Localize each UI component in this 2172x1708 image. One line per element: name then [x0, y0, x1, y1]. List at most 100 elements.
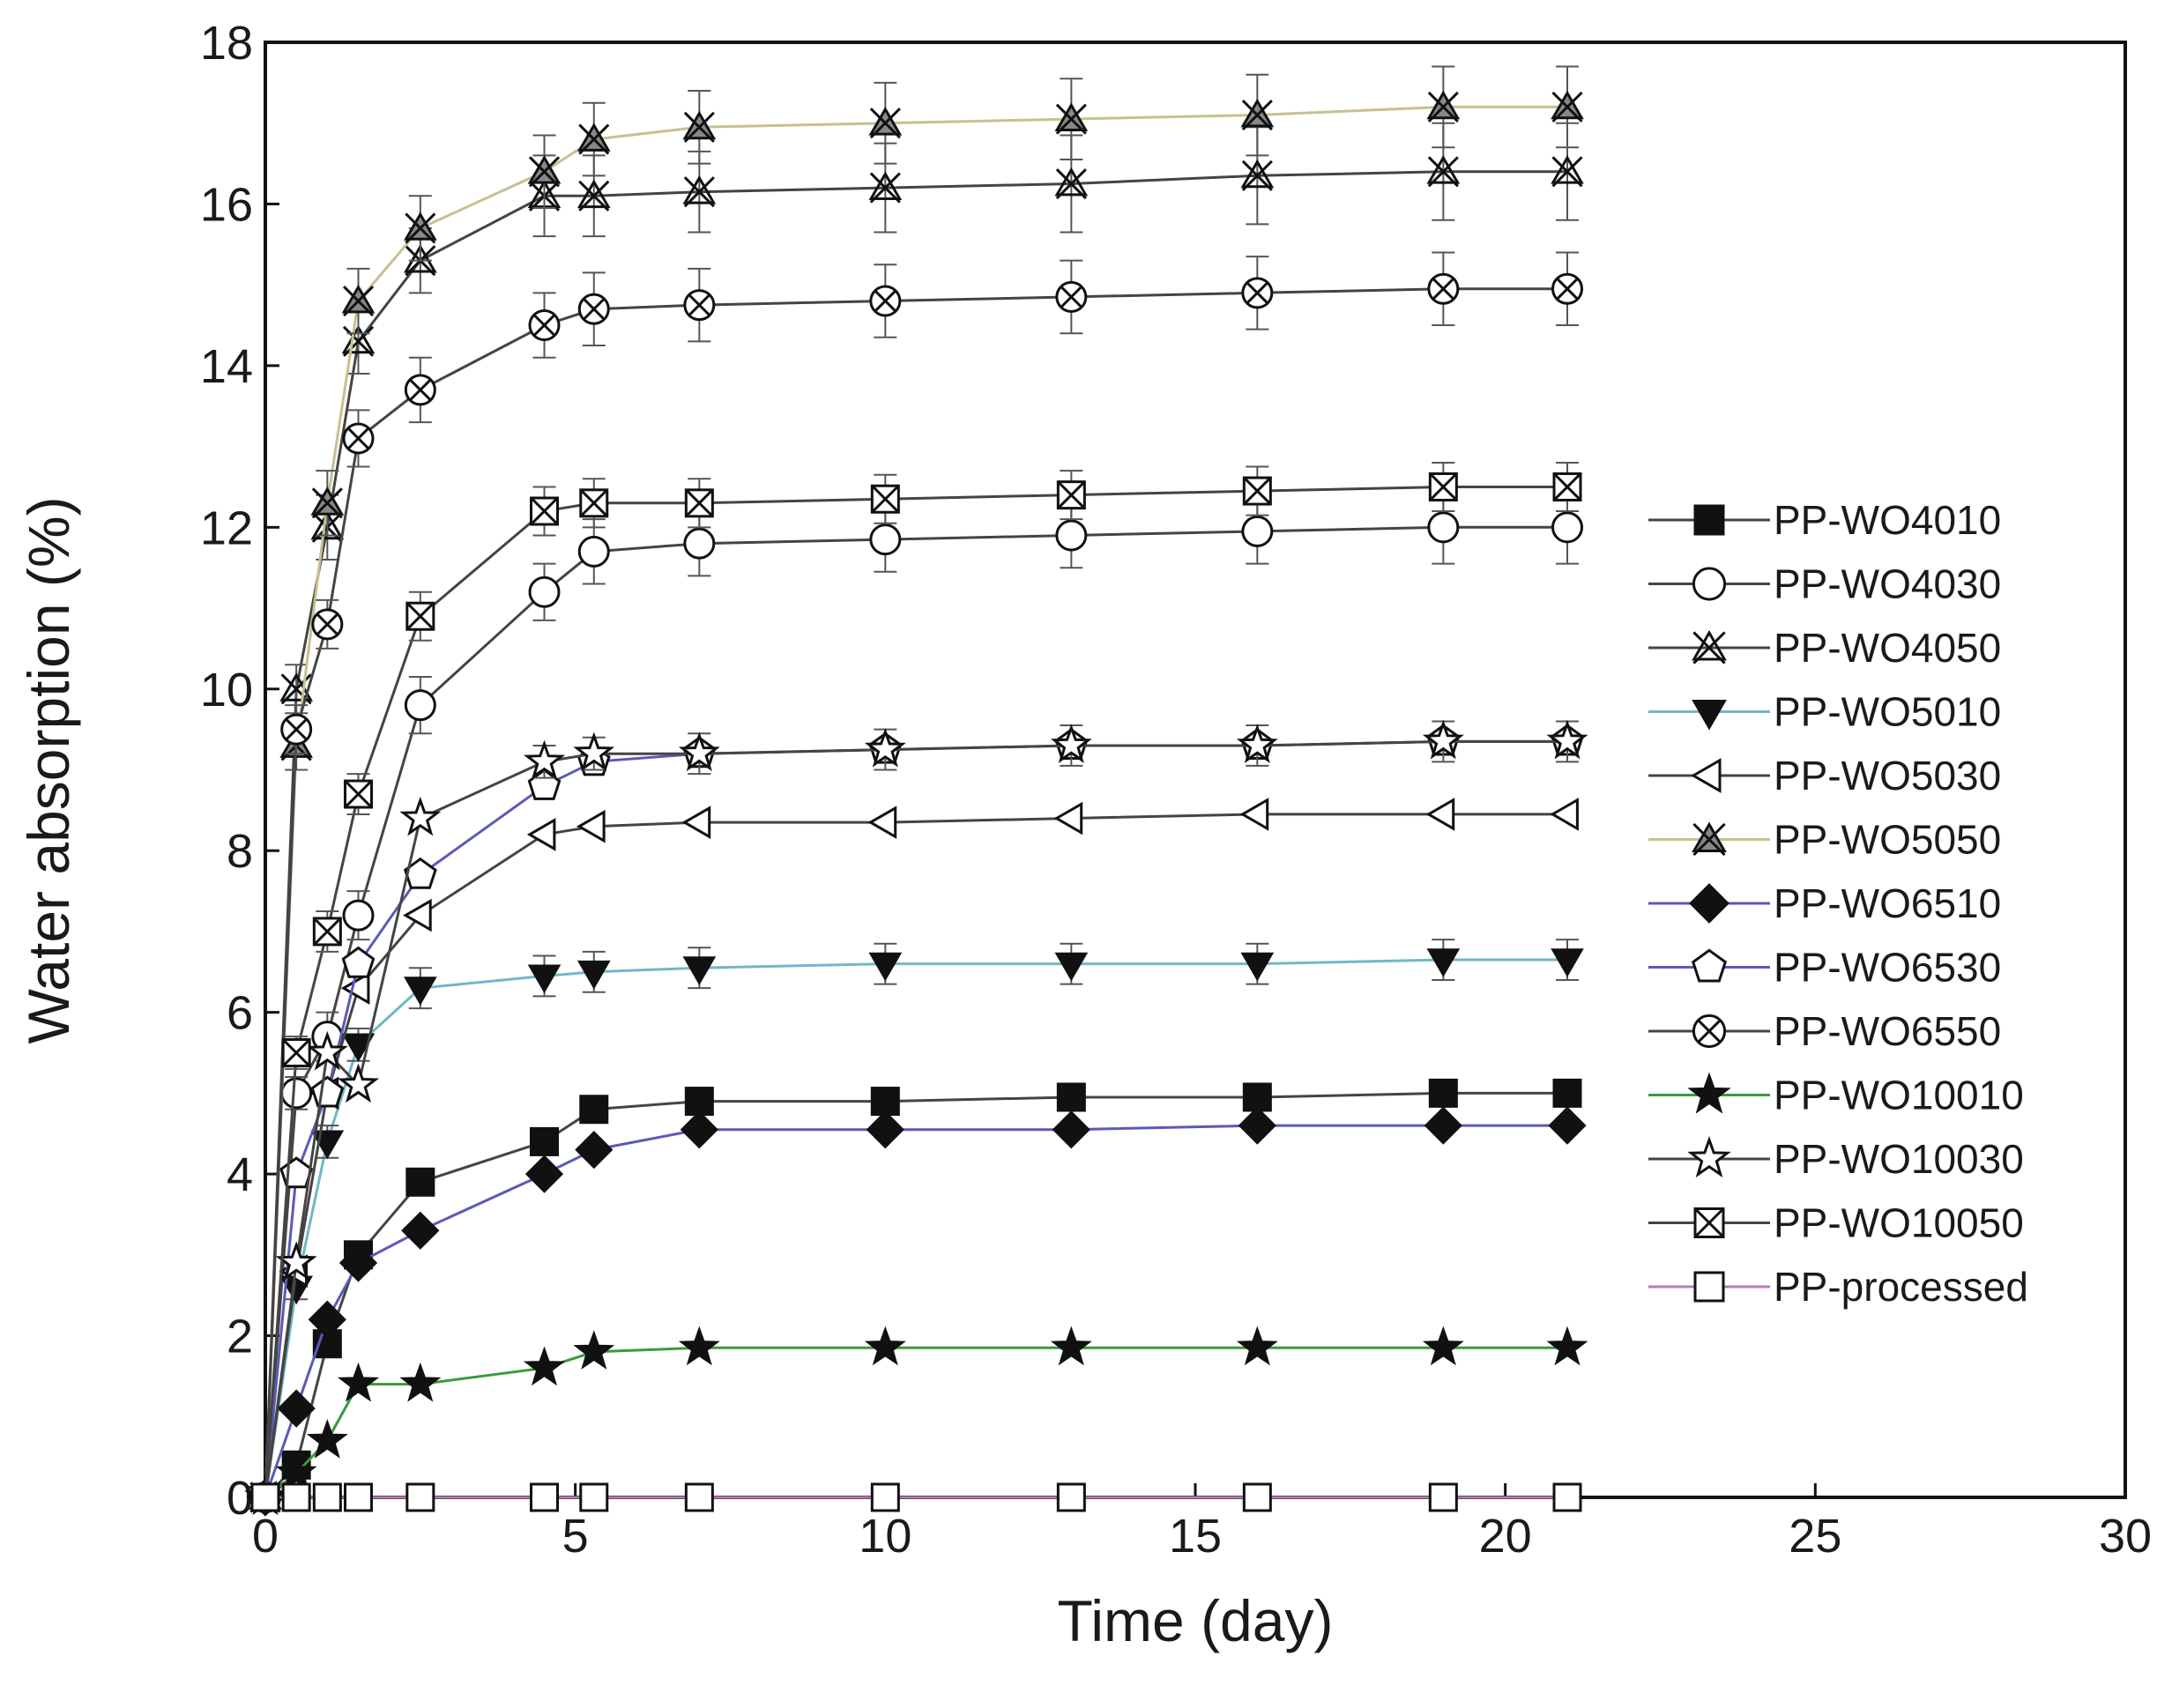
- data-point: [868, 171, 903, 204]
- series-line: [264, 739, 1567, 1498]
- legend-marker: [1693, 1207, 1725, 1238]
- series-line: [264, 1346, 1567, 1499]
- data-point: [401, 1211, 440, 1250]
- data-point: [684, 1482, 714, 1512]
- data-point: [577, 293, 610, 325]
- data-point: [867, 806, 897, 840]
- data-point: [275, 1451, 317, 1491]
- data-point: [341, 284, 376, 317]
- legend-marker: [1687, 1135, 1731, 1178]
- data-point: [678, 1326, 720, 1366]
- series-PP-WO5030: [248, 798, 1579, 1514]
- data-point: [523, 739, 566, 780]
- data-point: [1428, 472, 1458, 501]
- legend-label: PP-processed: [1774, 1264, 2028, 1310]
- data-point: [684, 1087, 714, 1117]
- data-point: [341, 946, 376, 978]
- legend-item: PP-WO5010: [1648, 689, 2001, 735]
- data-point: [1055, 519, 1088, 552]
- data-point: [342, 899, 375, 932]
- data-point: [404, 977, 437, 1006]
- legend-label: PP-WO4010: [1774, 497, 2001, 543]
- data-point: [869, 285, 902, 317]
- data-point: [579, 1482, 609, 1512]
- legend-marker: [1692, 629, 1727, 665]
- data-point: [524, 1155, 564, 1193]
- legend-label: PP-WO10050: [1774, 1200, 2024, 1246]
- y-axis-title: Water absorption (%): [16, 496, 81, 1043]
- data-point: [577, 535, 610, 568]
- data-point: [280, 1077, 313, 1110]
- data-point: [523, 1346, 566, 1386]
- series-line: [264, 105, 1567, 1498]
- data-point: [338, 1244, 378, 1282]
- data-point: [681, 806, 711, 840]
- data-point: [864, 727, 906, 768]
- legend-label: PP-WO4050: [1774, 625, 2001, 671]
- series-PP-WO6550: [249, 251, 1583, 1513]
- legend-label: PP-WO4030: [1774, 561, 2001, 607]
- data-point: [275, 1241, 317, 1281]
- data-point: [1550, 798, 1579, 831]
- series-PP-WO4050: [249, 122, 1584, 1513]
- legend-marker: [1690, 758, 1722, 793]
- data-point: [1054, 952, 1089, 982]
- legend-item: PP-WO6510: [1648, 880, 2001, 926]
- data-point: [869, 524, 902, 556]
- data-point: [1054, 102, 1089, 135]
- y-tick-label: 6: [227, 987, 253, 1040]
- data-point: [1552, 1482, 1582, 1512]
- x-tick-label: 25: [1789, 1510, 1841, 1563]
- x-axis-title: Time (day): [1058, 1588, 1334, 1653]
- data-point: [337, 1063, 380, 1103]
- data-point: [576, 960, 611, 990]
- legend-label: PP-WO6550: [1774, 1008, 2001, 1054]
- series-PP-WO4030: [249, 490, 1583, 1513]
- x-tick-label: 0: [252, 1510, 279, 1563]
- data-point: [678, 731, 720, 772]
- data-point: [870, 1087, 900, 1117]
- data-point: [579, 1095, 609, 1125]
- data-point: [1426, 155, 1461, 188]
- data-point: [344, 779, 373, 809]
- legend-label: PP-WO5050: [1774, 817, 2001, 863]
- data-point: [870, 1482, 900, 1512]
- data-point: [1238, 1106, 1276, 1145]
- data-point: [306, 1419, 348, 1459]
- series-line: [264, 813, 1567, 1498]
- data-point: [405, 1167, 435, 1197]
- data-point: [1242, 1482, 1272, 1512]
- data-point: [575, 1130, 614, 1170]
- data-point: [1050, 724, 1092, 764]
- series-line: [264, 287, 1567, 1498]
- x-tick-label: 20: [1479, 1510, 1532, 1563]
- data-point: [312, 917, 342, 947]
- legend-item: PP-WO6530: [1648, 945, 2001, 991]
- data-point: [405, 1482, 435, 1512]
- data-point: [1242, 1082, 1272, 1112]
- data-point: [1053, 801, 1083, 835]
- legend-item: PP-processed: [1648, 1264, 2028, 1310]
- legend-label: PP-WO10010: [1774, 1073, 2024, 1118]
- legend-label: PP-WO6510: [1774, 880, 2001, 926]
- data-point: [281, 1038, 311, 1068]
- data-point: [312, 1482, 342, 1512]
- legend-marker: [1691, 948, 1728, 983]
- data-point: [870, 484, 900, 514]
- data-point: [404, 689, 436, 722]
- legend-item: PP-WO4010: [1648, 497, 2001, 543]
- x-tick-label: 10: [859, 1510, 911, 1563]
- data-point: [683, 289, 716, 322]
- data-point: [1552, 472, 1582, 501]
- series-PP-WO10050: [250, 461, 1582, 1512]
- data-point: [344, 1482, 373, 1512]
- legend-marker: [1693, 1271, 1725, 1303]
- data-point: [680, 1110, 718, 1149]
- data-point: [526, 817, 556, 851]
- data-point: [530, 1482, 559, 1512]
- data-point: [1548, 1106, 1587, 1145]
- y-tick-label: 12: [200, 501, 253, 554]
- series-line: [264, 958, 1567, 1498]
- legend-marker: [1692, 700, 1727, 731]
- data-point: [1424, 1106, 1462, 1145]
